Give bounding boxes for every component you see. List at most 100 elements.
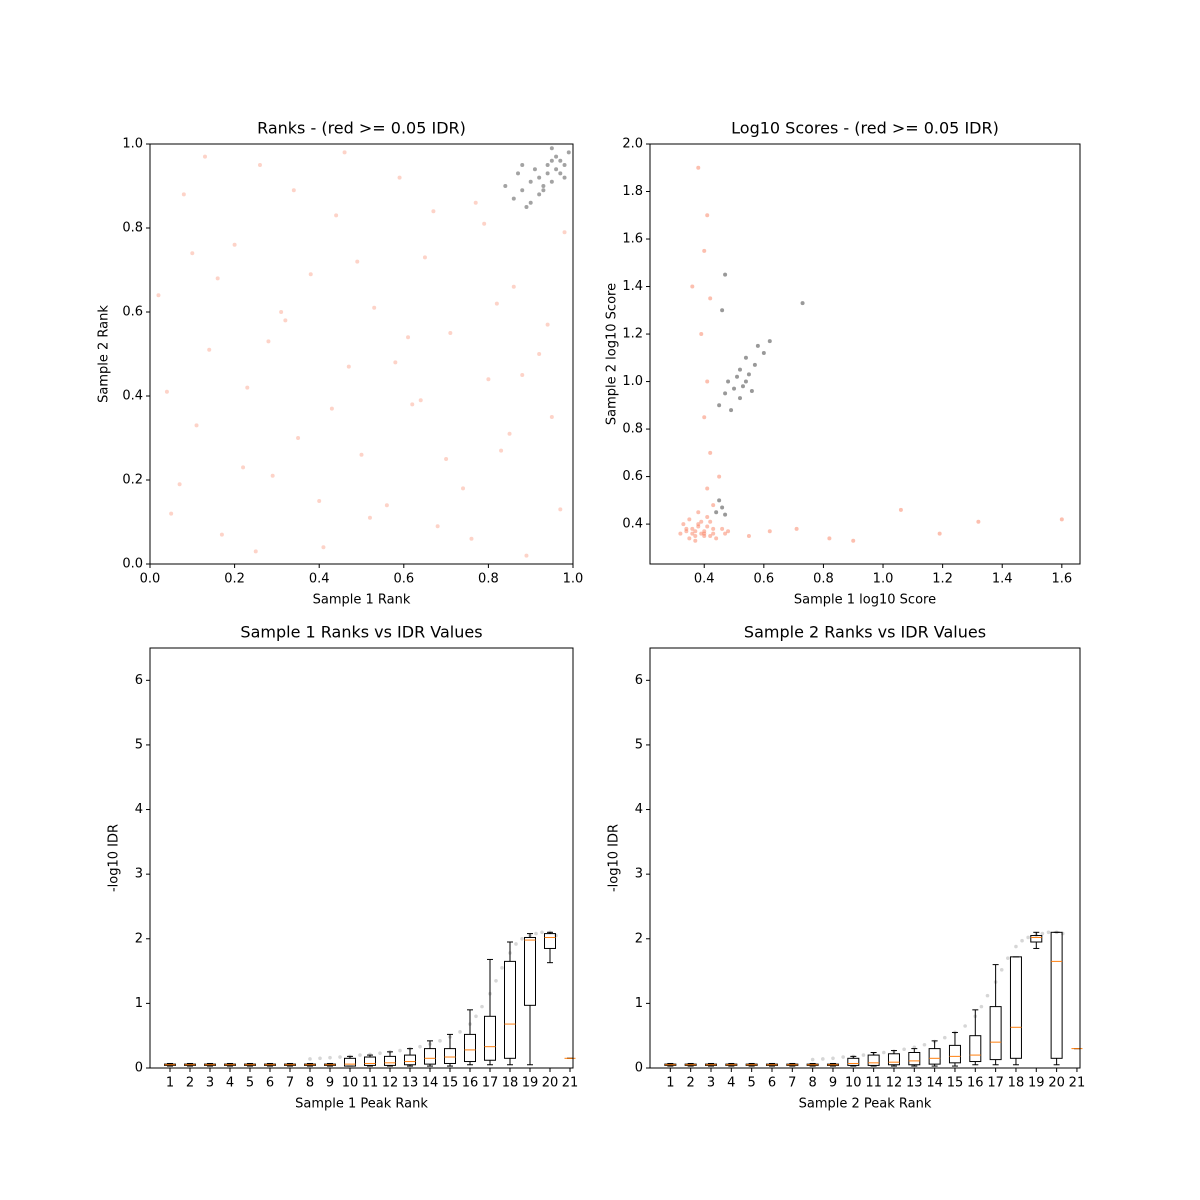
panel-title: Ranks - (red >= 0.05 IDR) bbox=[257, 119, 466, 138]
point bbox=[558, 507, 563, 512]
x-tick-label: 10 bbox=[342, 1076, 359, 1091]
point bbox=[696, 524, 701, 529]
x-tick-label: 8 bbox=[306, 1076, 314, 1091]
y-tick-label: 0.6 bbox=[122, 305, 143, 320]
point bbox=[1059, 517, 1064, 522]
point bbox=[549, 179, 554, 184]
point bbox=[524, 205, 529, 209]
box bbox=[989, 1006, 1002, 1061]
point bbox=[520, 936, 524, 941]
y-tick-label: 2 bbox=[135, 931, 143, 946]
point bbox=[346, 364, 351, 369]
point bbox=[334, 213, 339, 218]
box bbox=[928, 1048, 941, 1065]
y-tick-label: 6 bbox=[135, 673, 143, 688]
point bbox=[1040, 931, 1045, 936]
x-tick-label: 1 bbox=[166, 1076, 174, 1091]
x-tick-label: 2 bbox=[687, 1076, 695, 1091]
point bbox=[342, 150, 347, 155]
x-tick-label: 7 bbox=[788, 1076, 796, 1091]
point bbox=[708, 533, 713, 538]
point bbox=[861, 1053, 866, 1057]
point bbox=[841, 1055, 845, 1059]
point bbox=[494, 978, 498, 983]
point bbox=[537, 192, 542, 197]
point bbox=[999, 967, 1004, 972]
point bbox=[355, 259, 360, 264]
point bbox=[318, 1056, 322, 1061]
x-tick-label: 7 bbox=[286, 1076, 294, 1091]
x-tick-label: 18 bbox=[1008, 1076, 1025, 1091]
x-tick-label: 4 bbox=[226, 1076, 234, 1091]
y-tick-label: 0.4 bbox=[122, 389, 143, 404]
point bbox=[717, 498, 722, 503]
point bbox=[566, 150, 571, 155]
y-axis-label: Sample 2 Rank bbox=[97, 305, 112, 403]
y-tick-label: 2 bbox=[635, 931, 643, 946]
x-axis-label: Sample 2 Peak Rank bbox=[799, 1097, 932, 1112]
box bbox=[969, 1035, 982, 1063]
y-tick-label: 1.2 bbox=[622, 327, 643, 342]
point bbox=[448, 331, 453, 335]
point bbox=[202, 154, 207, 159]
point bbox=[177, 482, 182, 487]
box bbox=[544, 933, 556, 949]
point bbox=[393, 360, 398, 365]
x-tick-label: 3 bbox=[707, 1076, 715, 1091]
x-tick-label: 15 bbox=[947, 1076, 964, 1091]
x-tick-label: 9 bbox=[829, 1076, 837, 1091]
point bbox=[511, 284, 516, 289]
point bbox=[851, 538, 856, 543]
point bbox=[723, 531, 728, 536]
x-tick-label: 21 bbox=[562, 1076, 579, 1091]
point bbox=[562, 230, 567, 235]
point bbox=[169, 511, 174, 516]
box bbox=[847, 1057, 860, 1066]
x-tick-label: 16 bbox=[967, 1076, 984, 1091]
point bbox=[708, 296, 713, 301]
x-tick-label: 20 bbox=[1048, 1076, 1065, 1091]
x-tick-label: 0.4 bbox=[309, 572, 330, 587]
point bbox=[431, 209, 436, 214]
point bbox=[1014, 944, 1018, 949]
point bbox=[283, 318, 288, 323]
point bbox=[749, 389, 754, 394]
point bbox=[687, 517, 692, 522]
point bbox=[720, 308, 725, 313]
y-tick-label: 3 bbox=[635, 867, 643, 882]
point bbox=[367, 515, 372, 520]
point bbox=[279, 310, 284, 314]
point bbox=[520, 188, 525, 193]
point bbox=[207, 347, 212, 352]
point bbox=[545, 322, 550, 327]
x-tick-label: 1.2 bbox=[932, 572, 953, 587]
box bbox=[484, 1015, 496, 1061]
y-tick-label: 0.0 bbox=[122, 557, 143, 572]
point bbox=[979, 1004, 984, 1009]
x-tick-label: 19 bbox=[522, 1076, 539, 1091]
x-axis-label: Sample 1 log10 Score bbox=[794, 593, 936, 608]
point bbox=[422, 255, 427, 260]
point bbox=[532, 167, 537, 172]
point bbox=[410, 402, 415, 407]
point bbox=[321, 545, 326, 550]
point bbox=[708, 450, 713, 455]
x-tick-label: 1.0 bbox=[563, 572, 584, 587]
point bbox=[705, 213, 710, 218]
point bbox=[473, 200, 478, 205]
point bbox=[418, 398, 423, 403]
point bbox=[494, 301, 499, 306]
point bbox=[821, 1057, 825, 1061]
x-tick-label: 0.0 bbox=[140, 572, 161, 587]
box bbox=[344, 1057, 356, 1067]
point bbox=[702, 248, 707, 253]
point bbox=[524, 553, 529, 558]
y-axis-label: Sample 2 log10 Score bbox=[605, 283, 620, 425]
point bbox=[702, 531, 707, 536]
point bbox=[1006, 956, 1010, 960]
point bbox=[767, 339, 772, 344]
point bbox=[942, 1035, 947, 1040]
panel: Log10 Scores - (red >= 0.05 IDR) Sample 1… bbox=[605, 119, 1081, 608]
point bbox=[438, 1039, 442, 1043]
point bbox=[562, 163, 567, 167]
